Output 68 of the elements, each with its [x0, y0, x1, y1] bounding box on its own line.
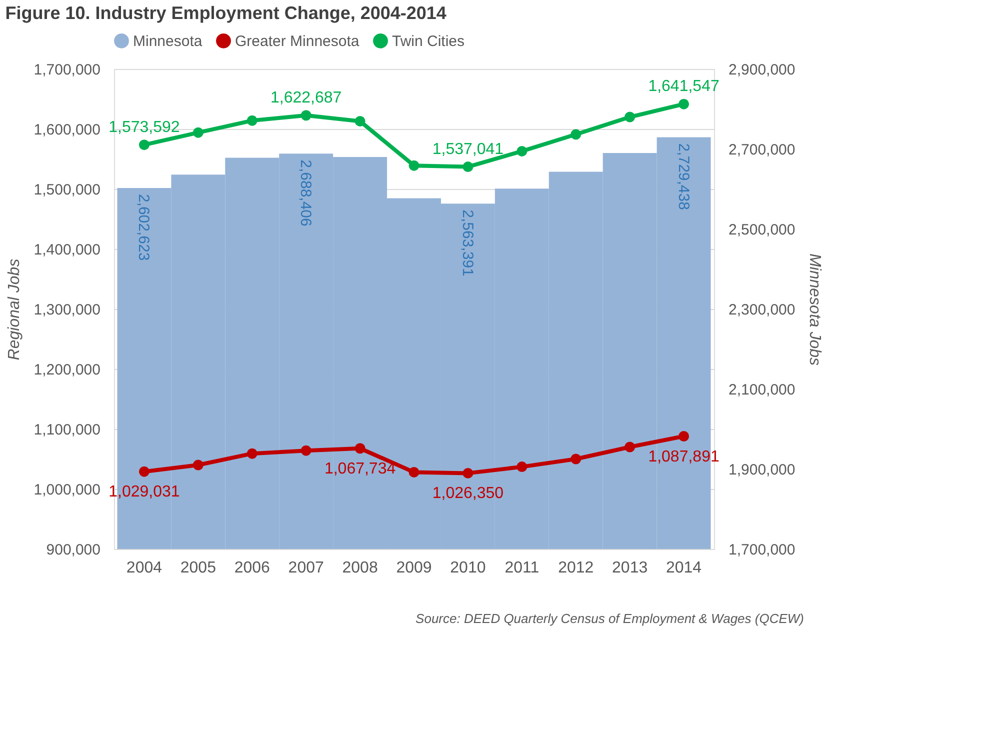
x-tick-label: 2008 [342, 560, 378, 576]
y2-tick-label: 1,700,000 [728, 542, 796, 558]
x-tick-label: 2005 [180, 560, 216, 576]
point [570, 454, 582, 464]
point [192, 127, 204, 138]
y2-tick-label: 2,500,000 [728, 222, 796, 238]
y2-tick-label: 2,300,000 [728, 302, 796, 318]
y-tick-label: 900,000 [46, 542, 100, 558]
y-tick-label: 1,700,000 [34, 62, 100, 78]
point [624, 112, 636, 122]
y-tick-label: 1,500,000 [34, 182, 100, 198]
point [354, 116, 366, 126]
x-tick-label: 2013 [612, 560, 648, 576]
point [300, 110, 312, 121]
data-label: 1,067,734 [324, 460, 396, 478]
x-tick-label: 2004 [126, 560, 162, 576]
data-label: 2,602,623 [135, 194, 152, 261]
point [516, 462, 528, 472]
y2-tick-label: 2,100,000 [728, 382, 796, 398]
data-label: 2,688,406 [297, 160, 314, 226]
x-tick-label: 2010 [450, 560, 486, 576]
point [354, 443, 366, 454]
point [462, 162, 474, 172]
data-label: 1,026,350 [432, 485, 504, 502]
y-tick-label: 1,300,000 [34, 302, 100, 318]
data-label: 1,087,891 [648, 448, 720, 466]
y2-tick-label: 1,900,000 [728, 462, 796, 478]
point [246, 448, 258, 459]
point [246, 115, 258, 126]
y-tick-label: 1,600,000 [34, 122, 100, 138]
data-label: 1,573,592 [108, 118, 180, 136]
y-tick-label: 1,200,000 [34, 362, 100, 378]
y-tick-label: 1,000,000 [34, 482, 100, 498]
point [624, 442, 636, 452]
legend-label: Minnesota [133, 32, 203, 50]
chart-title: Figure 10. Industry Employment Change, 2004-2014 [5, 3, 446, 23]
point [138, 140, 150, 150]
point [462, 468, 474, 478]
data-label: 2,563,391 [458, 210, 476, 276]
x-tick-label: 2014 [666, 560, 702, 576]
y2-tick-label: 2,700,000 [728, 142, 796, 158]
legend-label: Greater Minnesota [235, 32, 360, 50]
point [678, 431, 690, 442]
point [192, 460, 204, 470]
x-tick-label: 2006 [234, 560, 270, 576]
point [408, 160, 420, 171]
point [570, 129, 582, 140]
point [516, 146, 528, 156]
data-label: 1,622,687 [270, 89, 342, 106]
data-label: 1,641,547 [648, 78, 720, 96]
y2-tick-label: 2,900,000 [728, 62, 796, 78]
x-tick-label: 2012 [558, 560, 594, 576]
y-tick-label: 1,100,000 [34, 422, 100, 438]
point [300, 445, 312, 456]
legend-label: Twin Cities [392, 32, 465, 50]
source-note: Source: DEED Quarterly Census of Employment & Wages (QCEW) [416, 611, 804, 626]
y-axis-title: Regional Jobs [6, 258, 23, 360]
data-label: 1,029,031 [108, 484, 180, 501]
point [678, 98, 690, 110]
y-tick-label: 1,400,000 [34, 242, 100, 258]
x-tick-label: 2011 [504, 560, 540, 576]
data-label: 2,729,438 [674, 143, 692, 210]
point [408, 466, 420, 478]
x-tick-label: 2009 [396, 560, 432, 576]
data-label: 1,537,041 [432, 140, 504, 158]
point [138, 466, 150, 477]
x-tick-label: 2007 [288, 560, 324, 576]
y2-axis-title: Minnesota Jobs [806, 253, 824, 366]
